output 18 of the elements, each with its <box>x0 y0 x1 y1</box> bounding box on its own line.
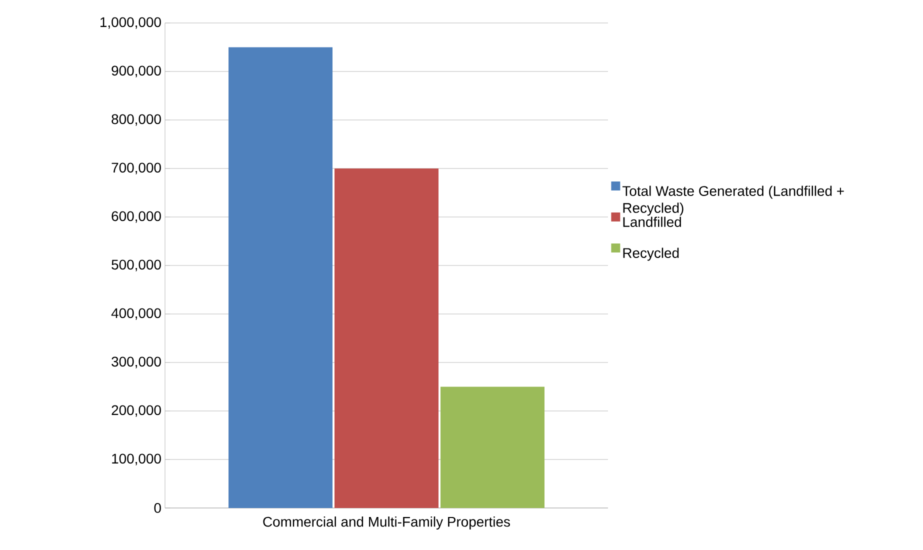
y-tick-label: 600,000 <box>112 211 161 223</box>
x-tick-label: Commercial and Multi-Family Properties <box>263 516 510 530</box>
y-tick-label: 400,000 <box>111 308 161 320</box>
y-tick-label: 300,000 <box>112 356 161 368</box>
legend-label: Recycled <box>623 248 679 261</box>
y-tick-label: 800,000 <box>112 114 161 126</box>
y-tick-label: 0 <box>154 503 161 513</box>
y-tick-label: 100,000 <box>112 454 161 466</box>
legend-label: Total Waste Generated (Landfilled + Recycled) <box>622 186 844 216</box>
y-tick-label: 1,000,000 <box>100 17 161 29</box>
bar <box>228 47 333 508</box>
bar <box>334 168 439 508</box>
bar <box>440 386 544 508</box>
y-tick-label: 500,000 <box>112 260 161 272</box>
legend-label: Landfilled <box>623 216 681 227</box>
y-tick-label: 200,000 <box>112 405 161 417</box>
y-tick-label: 700,000 <box>112 162 161 174</box>
y-tick-label: 900,000 <box>112 66 161 78</box>
